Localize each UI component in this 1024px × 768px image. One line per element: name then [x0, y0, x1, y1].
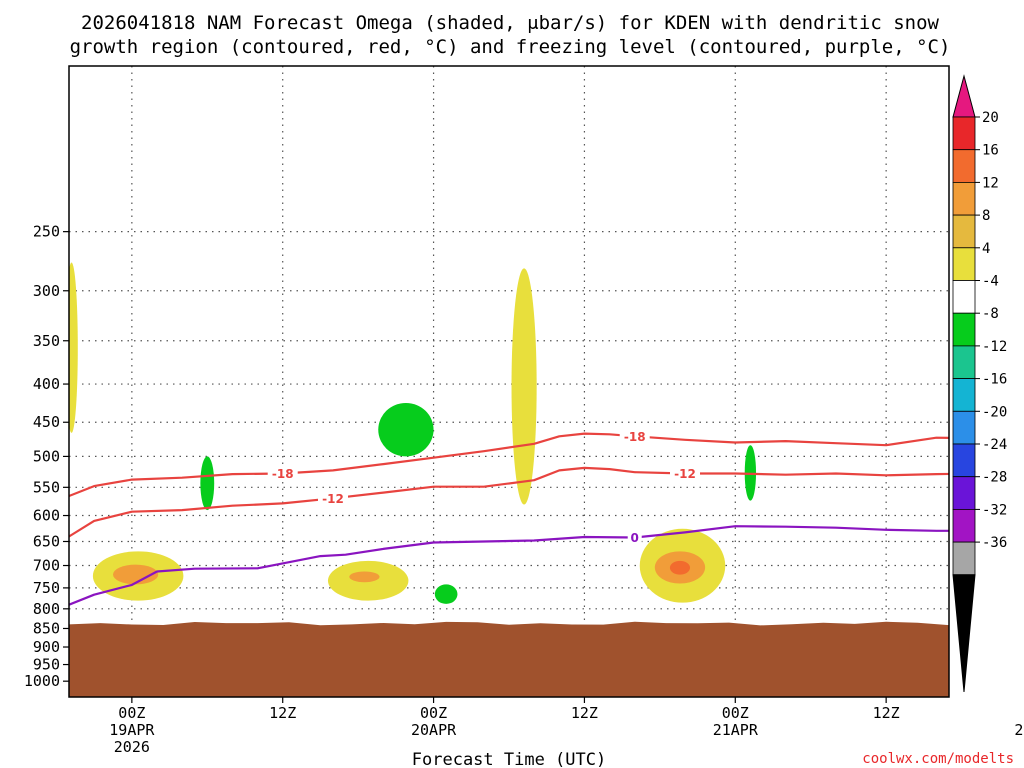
x-tick-date-0: 19APR: [109, 721, 155, 739]
omega-region-orange-20-725: [349, 571, 380, 583]
y-tick-label-650: 650: [33, 532, 60, 550]
colorbar-label-3: 8: [982, 208, 990, 224]
y-tick-label-400: 400: [33, 375, 60, 393]
contour-line-0: [69, 525, 949, 606]
contour-label--18: -18: [624, 430, 646, 444]
colorbar-label-10: -24: [982, 437, 1007, 453]
credit-text: coolwx.com/modelts: [862, 751, 1014, 767]
colorbar-label-9: -20: [982, 404, 1007, 420]
colorbar-label-8: -16: [982, 372, 1007, 388]
x-tick-date-72: 22APR: [1014, 721, 1024, 739]
x-tick-label-24: 00Z: [420, 704, 447, 722]
contour-label-0: 0: [631, 531, 639, 545]
omega-region-green-20-765: [434, 584, 458, 604]
y-tick-label-750: 750: [33, 579, 60, 597]
omega-region-orange-0-720: [113, 564, 159, 585]
colorbar-swatch-4: [952, 247, 976, 281]
colorbar-swatch-6: [952, 312, 976, 347]
contour-line--12: [69, 466, 949, 538]
colorbar-swatch-2: [952, 181, 976, 216]
omega-region-yellow-20-420: [511, 268, 537, 505]
colorbar-swatch-0: [952, 116, 976, 151]
y-tick-label-1000: 1000: [24, 672, 60, 690]
contour-label--12: -12: [322, 492, 344, 506]
colorbar: 20 16 12 8 4 -4 -8 -12 -16 -20 -24 -28 -32 -36: [952, 74, 1007, 693]
colorbar-label-0: 20: [982, 110, 999, 126]
temperature-contours: -18-18-18-12-12-1200: [69, 429, 949, 606]
omega-shading: [69, 262, 757, 604]
colorbar-label-1: 16: [982, 143, 999, 159]
omega-region-green-03-540: [200, 456, 215, 511]
colorbar-label-4: 4: [982, 241, 990, 257]
terrain-fill: [69, 621, 949, 697]
contour-label-bg--12: [318, 491, 348, 506]
colorbar-label-2: 12: [982, 175, 999, 191]
y-tick-label-300: 300: [33, 282, 60, 300]
colorbar-swatch-11: [952, 476, 976, 510]
x-axis-label: Forecast Time (UTC): [412, 750, 606, 768]
colorbar-bottom-arrow: [952, 574, 976, 693]
omega-region-green-20-460: [378, 402, 434, 457]
colorbar-label-7: -12: [982, 339, 1007, 355]
omega-region-yellow-0-300: [69, 262, 78, 433]
contour-line--18: [69, 432, 949, 498]
x-tick-year-0: 2026: [114, 738, 150, 756]
colorbar-swatch-12: [952, 508, 976, 543]
y-tick-label-600: 600: [33, 507, 60, 525]
contour-label-bg--18: [619, 429, 650, 444]
y-tick-label-500: 500: [33, 447, 60, 465]
chart-title-line-2: growth region (contoured, red, °C) and f…: [70, 36, 951, 58]
colorbar-swatch-7: [952, 345, 976, 379]
contour-label-bg--18: [267, 466, 298, 481]
colorbar-label-12: -32: [982, 502, 1007, 518]
y-tick-label-950: 950: [33, 656, 60, 674]
colorbar-label-13: -36: [982, 535, 1007, 551]
omega-region-darkorange-21-700: [669, 560, 691, 575]
x-tick-label-36: 12Z: [571, 704, 598, 722]
colorbar-swatch-13: [952, 541, 976, 576]
plot-frame: [68, 65, 950, 698]
y-tick-label-550: 550: [33, 478, 60, 496]
contour-label--12: -12: [674, 467, 696, 481]
contour-label-bg--12: [670, 466, 700, 481]
y-tick-label-900: 900: [33, 638, 60, 656]
chart-title-line-1: 2026041818 NAM Forecast Omega (shaded, μ…: [81, 12, 939, 34]
y-tick-label-450: 450: [33, 413, 60, 431]
colorbar-swatch-9: [952, 410, 976, 445]
y-tick-label-250: 250: [33, 223, 60, 241]
colorbar-swatch-1: [952, 149, 976, 183]
y-axis-ticks: 2503003504004505005506006507007508008509…: [24, 223, 69, 690]
colorbar-label-6: -8: [982, 306, 999, 322]
colorbar-label-11: -28: [982, 470, 1007, 486]
y-tick-label-350: 350: [33, 332, 60, 350]
colorbar-swatch-3: [952, 214, 976, 249]
contour-label--18: -18: [272, 467, 294, 481]
contour-label-bg-0: [627, 530, 642, 545]
y-tick-label-850: 850: [33, 619, 60, 637]
x-tick-date-24: 20APR: [411, 721, 457, 739]
gridlines: [69, 66, 949, 697]
x-tick-date-48: 21APR: [713, 721, 759, 739]
x-tick-label-48: 00Z: [722, 704, 749, 722]
x-axis-ticks: 00Z19APR202612Z00Z20APR12Z00Z21APR12Z00Z…: [109, 697, 1024, 756]
terrain-mask: [69, 621, 949, 697]
colorbar-swatch-5: [952, 280, 976, 314]
x-tick-label-12: 12Z: [269, 704, 296, 722]
colorbar-swatch-8: [952, 378, 976, 412]
x-tick-label-0: 00Z: [118, 704, 145, 722]
x-tick-label-60: 12Z: [873, 704, 900, 722]
y-tick-label-800: 800: [33, 600, 60, 618]
colorbar-label-5: -4: [982, 274, 999, 290]
colorbar-swatch-10: [952, 443, 976, 478]
y-tick-label-700: 700: [33, 557, 60, 575]
